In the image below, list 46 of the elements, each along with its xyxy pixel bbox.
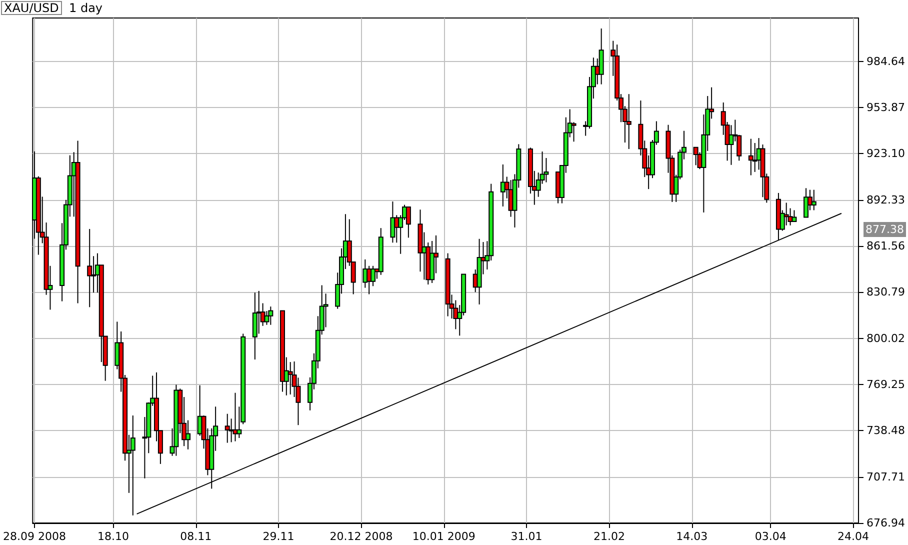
y-tick-label: 769.25 [866, 378, 906, 391]
x-tick-label: 20.12 2008 [330, 530, 393, 543]
x-tick-label: 21.02 [593, 530, 625, 543]
x-tick-label: 28.09 2008 [2, 530, 66, 543]
x-tick-label: 14.03 [676, 530, 708, 543]
candlestick [811, 189, 816, 211]
chart-subtitle: 1 day [69, 1, 103, 15]
candlestick [748, 138, 754, 176]
text: 877.38 [866, 223, 904, 236]
y-tick-label: 892.33 [866, 193, 906, 206]
x-tick-label: 08.11 [180, 530, 212, 543]
y-tick-label: 800.02 [866, 332, 906, 345]
candlestick [252, 292, 258, 360]
candlestick [784, 202, 789, 226]
chart-title: XAU/USD [4, 1, 59, 15]
y-tick-label: 830.79 [866, 286, 906, 299]
candlestick [693, 146, 698, 166]
y-tick-label: 923.10 [866, 147, 906, 160]
x-tick-label: 31.01 [510, 530, 542, 543]
y-tick-label: 953.87 [866, 100, 906, 114]
candlestick [406, 206, 411, 238]
candlestick [224, 413, 230, 444]
candlestick [390, 201, 396, 244]
candlestick [186, 420, 191, 450]
candlestick [792, 210, 797, 222]
x-tick-label: 18.10 [97, 530, 129, 543]
candlestick [130, 414, 136, 516]
candlestick [571, 122, 576, 142]
y-tick-label: 984.64 [866, 54, 906, 68]
candlestick [268, 306, 274, 326]
y-tick-label: 676.94 [866, 516, 906, 530]
candlestick [91, 256, 96, 294]
y-tick-label: 738.48 [866, 424, 906, 438]
y-tick-label: 861.56 [866, 239, 906, 252]
x-tick-label: 29.11 [262, 530, 294, 543]
candlestick [370, 265, 376, 287]
candlestick [87, 228, 92, 308]
candlestick [752, 142, 758, 172]
x-tick-label: 10.01 2009 [412, 530, 476, 543]
candlestick [288, 362, 293, 395]
x-tick-label: 24.04 [838, 530, 870, 543]
candlestick [626, 94, 632, 150]
candlestick [264, 310, 270, 326]
y-tick-label: 707.71 [866, 470, 906, 484]
candlestick [804, 188, 809, 218]
x-tick-label: 03.04 [754, 530, 786, 543]
